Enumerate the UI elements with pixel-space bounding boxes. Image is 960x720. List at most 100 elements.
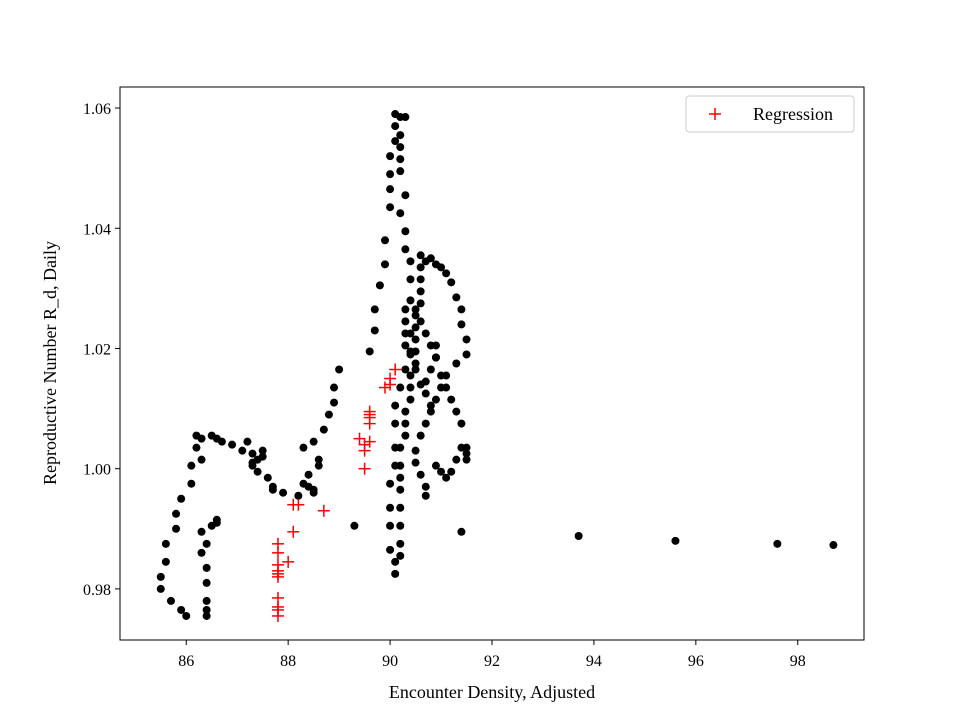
data-point	[182, 611, 191, 620]
data-point	[401, 431, 410, 440]
x-ticks: 86 88 90 92 94 96 98	[178, 640, 806, 670]
data-point	[426, 401, 435, 410]
data-point	[411, 335, 420, 344]
data-point	[426, 365, 435, 374]
data-point	[437, 467, 446, 476]
data-point	[324, 410, 333, 419]
data-point	[187, 479, 196, 488]
data-point	[396, 521, 405, 530]
data-point	[411, 323, 420, 332]
data-point	[462, 449, 471, 458]
regression-point	[292, 498, 305, 511]
data-point	[396, 155, 405, 164]
regression-point	[389, 363, 402, 376]
data-point	[396, 539, 405, 548]
data-point	[416, 317, 425, 326]
data-point	[401, 419, 410, 428]
data-point	[263, 473, 272, 482]
data-point	[202, 605, 211, 614]
data-point	[243, 437, 252, 446]
data-point	[401, 245, 410, 254]
data-point	[177, 494, 186, 503]
data-point	[411, 359, 420, 368]
y-axis-label: Reproductive Number R_d, Daily	[40, 241, 60, 485]
data-point	[411, 446, 420, 455]
data-point	[437, 263, 446, 272]
data-point	[452, 455, 461, 464]
data-point	[299, 443, 308, 452]
data-point	[416, 263, 425, 272]
data-point	[447, 278, 456, 287]
data-point	[330, 398, 339, 407]
data-point	[406, 383, 415, 392]
data-point	[411, 305, 420, 314]
x-tick-label: 86	[178, 653, 194, 670]
regression-point	[287, 525, 300, 538]
data-point	[253, 467, 262, 476]
regression-point	[363, 405, 376, 418]
data-point	[396, 551, 405, 560]
data-point	[462, 443, 471, 452]
y-tick-label: 0.98	[83, 582, 111, 599]
data-point	[431, 395, 440, 404]
data-point	[406, 395, 415, 404]
data-point	[452, 293, 461, 302]
data-point	[386, 185, 395, 194]
data-point	[426, 407, 435, 416]
data-point	[421, 377, 430, 386]
regression-point	[317, 504, 330, 517]
data-point	[401, 365, 410, 374]
x-tick-label: 98	[790, 653, 806, 670]
data-point	[172, 524, 181, 533]
data-point	[773, 539, 782, 548]
x-tick-label: 88	[280, 653, 296, 670]
data-point	[335, 365, 344, 374]
data-point	[248, 461, 257, 470]
data-point	[421, 491, 430, 500]
data-point	[462, 350, 471, 359]
data-point	[268, 485, 277, 494]
data-point	[416, 299, 425, 308]
legend-label-regression: Regression	[753, 104, 833, 124]
data-point	[386, 503, 395, 512]
data-point	[437, 371, 446, 380]
data-point	[401, 113, 410, 122]
data-point	[228, 440, 237, 449]
data-point	[452, 359, 461, 368]
y-tick-label: 1.06	[83, 101, 111, 118]
data-point	[330, 383, 339, 392]
data-point	[411, 311, 420, 320]
data-point	[161, 557, 170, 566]
data-point	[202, 596, 211, 605]
data-point	[304, 470, 313, 479]
legend-plus-mark	[709, 108, 721, 120]
y-ticks: 0.98 1.00 1.02 1.04 1.06	[83, 101, 120, 599]
data-point	[431, 461, 440, 470]
data-point	[370, 326, 379, 335]
data-point	[202, 578, 211, 587]
data-point	[258, 446, 267, 455]
data-point	[156, 584, 165, 593]
data-point	[421, 419, 430, 428]
y-tick-label: 1.00	[83, 462, 111, 479]
regression-point	[271, 609, 284, 622]
data-point	[416, 431, 425, 440]
data-point	[411, 458, 420, 467]
x-tick-label: 96	[688, 653, 704, 670]
data-point	[172, 509, 181, 518]
regression-point	[282, 555, 295, 568]
data-point	[396, 209, 405, 218]
data-point	[166, 596, 175, 605]
x-tick-label: 94	[586, 653, 602, 670]
data-point	[177, 605, 186, 614]
data-point	[447, 467, 456, 476]
data-point	[421, 389, 430, 398]
data-point	[212, 515, 221, 524]
regression-point	[363, 435, 376, 448]
data-point	[161, 539, 170, 548]
regression-point	[378, 381, 391, 394]
data-point	[411, 365, 420, 374]
y-tick-label: 1.02	[83, 341, 111, 358]
x-tick-label: 90	[382, 653, 398, 670]
